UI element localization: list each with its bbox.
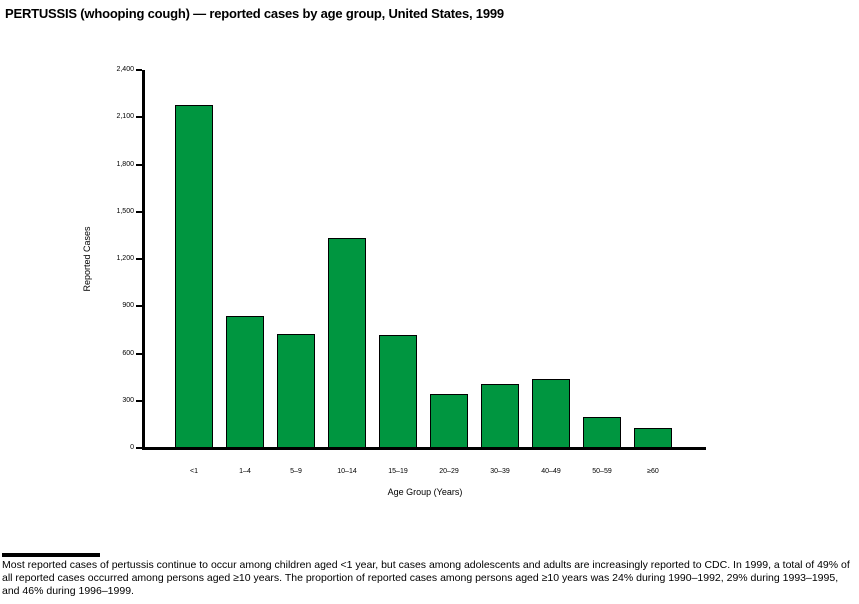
bar-age-7 <box>481 384 519 448</box>
bar-age-4 <box>328 237 366 448</box>
y-tick-label: 2,400 <box>116 66 134 73</box>
x-tick-label: 10–14 <box>337 468 357 475</box>
y-tick-mark <box>136 258 142 260</box>
y-tick-label: 1,800 <box>116 160 134 168</box>
x-tick-label: <1 <box>190 468 198 475</box>
bar-age-3 <box>277 333 315 448</box>
bar-age-1 <box>175 105 213 448</box>
y-tick-mark <box>136 116 142 119</box>
y-tick-mark <box>136 210 142 213</box>
x-tick-label: 30–39 <box>490 468 510 475</box>
y-tick-mark <box>136 305 142 308</box>
bar-age-2 <box>226 316 264 448</box>
y-tick-label: 900 <box>122 302 134 310</box>
x-tick-label: 5–9 <box>290 468 302 475</box>
y-tick-mark <box>136 447 142 449</box>
y-tick-label: 300 <box>122 396 134 404</box>
x-axis-line <box>142 447 706 450</box>
y-tick-label: 1,500 <box>116 207 134 215</box>
x-tick-label: 40–49 <box>541 468 561 475</box>
bar-age-6 <box>430 393 468 448</box>
y-tick-label: 600 <box>122 349 134 357</box>
y-tick-label: 2,100 <box>116 113 134 121</box>
y-tick-label: 0 <box>130 444 134 451</box>
bar-age-8 <box>532 378 570 448</box>
footnote-text: Most reported cases of pertussis continu… <box>2 559 850 597</box>
x-tick-label: ≥60 <box>647 468 659 475</box>
x-tick-label: 20–29 <box>439 468 459 475</box>
x-axis-title: Age Group (Years) <box>387 487 463 497</box>
x-tick-label: 1–4 <box>239 468 251 475</box>
y-tick-mark <box>136 399 142 402</box>
x-tick-label: 50–59 <box>592 468 612 475</box>
y-tick-mark <box>136 163 142 166</box>
x-tick-label: 15–19 <box>388 468 408 475</box>
bar-age-10 <box>634 428 672 448</box>
footnote-rule <box>2 553 100 557</box>
bar-age-5 <box>379 335 417 448</box>
y-tick-label: 1,200 <box>116 255 134 262</box>
chart-title: PERTUSSIS (whooping cough) — reported ca… <box>5 6 504 21</box>
bar-age-9 <box>583 417 621 448</box>
y-axis-line <box>142 70 145 450</box>
y-tick-mark <box>136 352 142 355</box>
y-tick-mark <box>136 69 142 71</box>
